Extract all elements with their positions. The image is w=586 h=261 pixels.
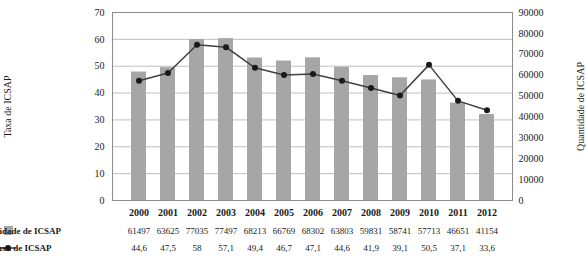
svg-text:59831: 59831 (360, 226, 383, 236)
svg-text:66769: 66769 (273, 226, 296, 236)
svg-text:Taxa de ICSAP: Taxa de ICSAP (2, 75, 13, 138)
svg-text:2009: 2009 (390, 207, 410, 218)
svg-text:10000: 10000 (519, 174, 544, 185)
svg-text:Quantidade de ICSAP: Quantidade de ICSAP (575, 62, 586, 151)
svg-text:40: 40 (95, 87, 105, 98)
svg-text:Quantidade de ICSAP: Quantidade de ICSAP (0, 226, 62, 236)
svg-text:30: 30 (95, 114, 105, 125)
svg-text:46,7: 46,7 (276, 243, 292, 253)
svg-text:2000: 2000 (129, 207, 149, 218)
svg-text:30000: 30000 (519, 132, 544, 143)
svg-text:77035: 77035 (186, 226, 209, 236)
svg-text:50: 50 (95, 60, 105, 71)
svg-text:47,1: 47,1 (305, 243, 321, 253)
svg-text:41154: 41154 (476, 226, 499, 236)
svg-text:63625: 63625 (157, 226, 180, 236)
svg-text:2004: 2004 (245, 207, 265, 218)
svg-text:2002: 2002 (187, 207, 207, 218)
svg-text:60000: 60000 (519, 69, 544, 80)
svg-text:44,6: 44,6 (131, 243, 147, 253)
svg-text:63803: 63803 (331, 226, 354, 236)
svg-text:58: 58 (193, 243, 203, 253)
svg-text:46651: 46651 (447, 226, 470, 236)
svg-text:61497: 61497 (128, 226, 151, 236)
svg-text:10: 10 (95, 168, 105, 179)
svg-text:50,5: 50,5 (421, 243, 437, 253)
svg-text:60: 60 (95, 34, 105, 45)
svg-text:2008: 2008 (361, 207, 381, 218)
svg-text:20000: 20000 (519, 153, 544, 164)
svg-text:2006: 2006 (303, 207, 323, 218)
svg-text:2001: 2001 (158, 207, 178, 218)
svg-text:37,1: 37,1 (450, 243, 466, 253)
svg-text:57713: 57713 (418, 226, 441, 236)
svg-text:70: 70 (95, 7, 105, 18)
svg-text:40000: 40000 (519, 111, 544, 122)
svg-text:47,5: 47,5 (160, 243, 176, 253)
svg-text:2007: 2007 (332, 207, 352, 218)
svg-text:80000: 80000 (519, 28, 544, 39)
svg-text:68213: 68213 (244, 226, 267, 236)
svg-text:2011: 2011 (448, 207, 467, 218)
svg-text:33,6: 33,6 (479, 243, 495, 253)
svg-text:50000: 50000 (519, 90, 544, 101)
svg-text:49,4: 49,4 (247, 243, 263, 253)
svg-text:2010: 2010 (419, 207, 439, 218)
svg-text:41,9: 41,9 (363, 243, 379, 253)
svg-text:0: 0 (519, 195, 524, 206)
svg-text:58741: 58741 (389, 226, 412, 236)
svg-text:68302: 68302 (302, 226, 325, 236)
svg-text:77497: 77497 (215, 226, 238, 236)
svg-text:2005: 2005 (274, 207, 294, 218)
svg-text:70000: 70000 (519, 48, 544, 59)
svg-text:2003: 2003 (216, 207, 236, 218)
svg-text:57,1: 57,1 (218, 243, 234, 253)
svg-text:44,6: 44,6 (334, 243, 350, 253)
svg-text:20: 20 (95, 141, 105, 152)
svg-text:0: 0 (100, 195, 105, 206)
svg-text:39,1: 39,1 (392, 243, 408, 253)
svg-text:90000: 90000 (519, 7, 544, 18)
svg-text:2012: 2012 (477, 207, 497, 218)
svg-text:Taxa de ICSAP: Taxa de ICSAP (0, 243, 52, 253)
